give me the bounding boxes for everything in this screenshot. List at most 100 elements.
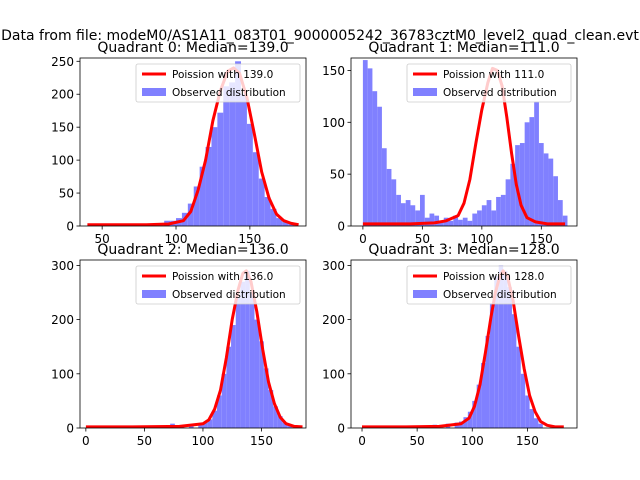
histogram-bar (400, 203, 406, 226)
legend: Poission with 136.0 Observed distribution (135, 265, 301, 305)
legend-model-label: Poission with 111.0 (443, 69, 544, 81)
x-tick-label: 50 (137, 434, 152, 448)
histogram-bar (282, 222, 289, 226)
histogram-bar (410, 205, 416, 226)
quadrant-0-panel: 50 100 150 0 50 100 150 200 250 Quadrant 0: Media… (51, 40, 307, 246)
histogram-bar (386, 168, 392, 226)
y-tick-label: 100 (322, 116, 345, 130)
histogram-bar (467, 220, 473, 226)
legend-observed-swatch (142, 290, 166, 298)
x-tick-label: 150 (250, 434, 273, 448)
observed-histogram (170, 270, 292, 428)
histogram-bar (205, 146, 212, 226)
histogram-bar (217, 112, 224, 226)
histogram-bar (439, 220, 444, 226)
histogram-bar (481, 362, 486, 428)
y-tick-label: 50 (330, 168, 345, 182)
quadrant-2-panel: 0 50 100 150 0 100 200 300 Quadrant 2: Median=13… (51, 242, 307, 448)
histogram-bar (405, 200, 411, 226)
histogram-bar (496, 196, 501, 226)
x-tick-label: 100 (461, 434, 484, 448)
legend-box (135, 265, 301, 305)
x-tick-label: 100 (192, 434, 215, 448)
histogram-bar (252, 152, 259, 226)
legend-observed-swatch (413, 88, 437, 96)
x-tick-label: 0 (359, 232, 367, 246)
legend-model-label: Poission with 139.0 (172, 69, 273, 81)
histogram-bar (367, 68, 373, 226)
histogram-bar (503, 270, 508, 428)
histogram-bar (477, 210, 482, 226)
legend-model-label: Poission with 128.0 (443, 271, 544, 283)
histogram-bar (241, 94, 247, 226)
legend-observed-swatch (142, 88, 166, 96)
histogram-bar (396, 194, 401, 226)
histogram-bar (498, 265, 504, 428)
histogram-bar (377, 106, 382, 226)
legend-observed-label: Observed distribution (443, 289, 557, 301)
histogram-bar (472, 213, 478, 226)
histogram-bar (221, 373, 227, 428)
histogram-bar (372, 91, 378, 226)
legend-observed-swatch (413, 290, 437, 298)
axes-frame (79, 57, 307, 227)
histogram-bar (235, 297, 241, 428)
histogram-bar (562, 215, 568, 226)
quadrant-title: Quadrant 3: Median=128.0 (368, 242, 559, 258)
observed-histogram (164, 61, 295, 226)
y-tick-label: 150 (51, 121, 74, 135)
histogram-bar (529, 117, 535, 226)
histogram-bar (524, 122, 530, 226)
x-tick-label: 100 (470, 232, 493, 246)
histogram-bar (268, 390, 274, 428)
histogram-bar (467, 411, 473, 428)
histogram-bar (231, 325, 236, 428)
histogram-bar (211, 127, 218, 226)
legend-box (406, 265, 572, 305)
y-tick-label: 100 (322, 367, 345, 381)
legend-box (135, 63, 301, 103)
histogram-bar (448, 220, 454, 226)
histogram-bar (538, 423, 543, 428)
y-tick-label: 250 (51, 55, 74, 69)
histogram-bar (510, 163, 516, 226)
legend-model-label: Poission with 136.0 (172, 271, 273, 283)
histogram-bar (381, 148, 387, 226)
histogram-bar (212, 410, 218, 428)
legend-observed-label: Observed distribution (443, 87, 557, 99)
histogram-bar (217, 395, 222, 428)
legend-observed-label: Observed distribution (172, 289, 286, 301)
histogram-bar (538, 143, 544, 226)
quadrant-title: Quadrant 0: Median=139.0 (97, 40, 288, 56)
histogram-bar (229, 82, 236, 226)
histogram-bar (277, 416, 283, 428)
histogram-bar (270, 208, 277, 226)
y-tick-label: 200 (322, 313, 345, 327)
histogram-bar (472, 400, 477, 428)
axes-frame (79, 259, 307, 429)
y-tick-label: 300 (322, 259, 345, 273)
histogram-bar (223, 86, 230, 226)
histogram-bar (187, 203, 194, 226)
histogram-bar (240, 281, 246, 428)
x-tick-label: 150 (516, 434, 539, 448)
histogram-bar (199, 166, 206, 226)
histogram-bar (282, 422, 288, 428)
legend: Poission with 128.0 Observed distribution (406, 265, 572, 305)
legend-observed-label: Observed distribution (172, 87, 286, 99)
axes-frame (350, 57, 578, 227)
histogram-bar (520, 373, 526, 428)
y-tick-label: 0 (337, 422, 345, 436)
histogram-bar (463, 417, 468, 428)
histogram-bar (276, 218, 283, 226)
quadrant-3-panel: 0 50 100 150 0 100 200 300 Quadrant 3: Median=12… (322, 242, 578, 448)
histogram-bar (553, 176, 558, 226)
histogram-bar (246, 123, 253, 226)
y-tick-label: 100 (51, 154, 74, 168)
histogram-bar (458, 219, 463, 226)
x-tick-label: 0 (82, 434, 90, 448)
histogram-bar (534, 418, 539, 428)
y-tick-label: 0 (66, 220, 74, 234)
histogram-bar (500, 194, 506, 226)
